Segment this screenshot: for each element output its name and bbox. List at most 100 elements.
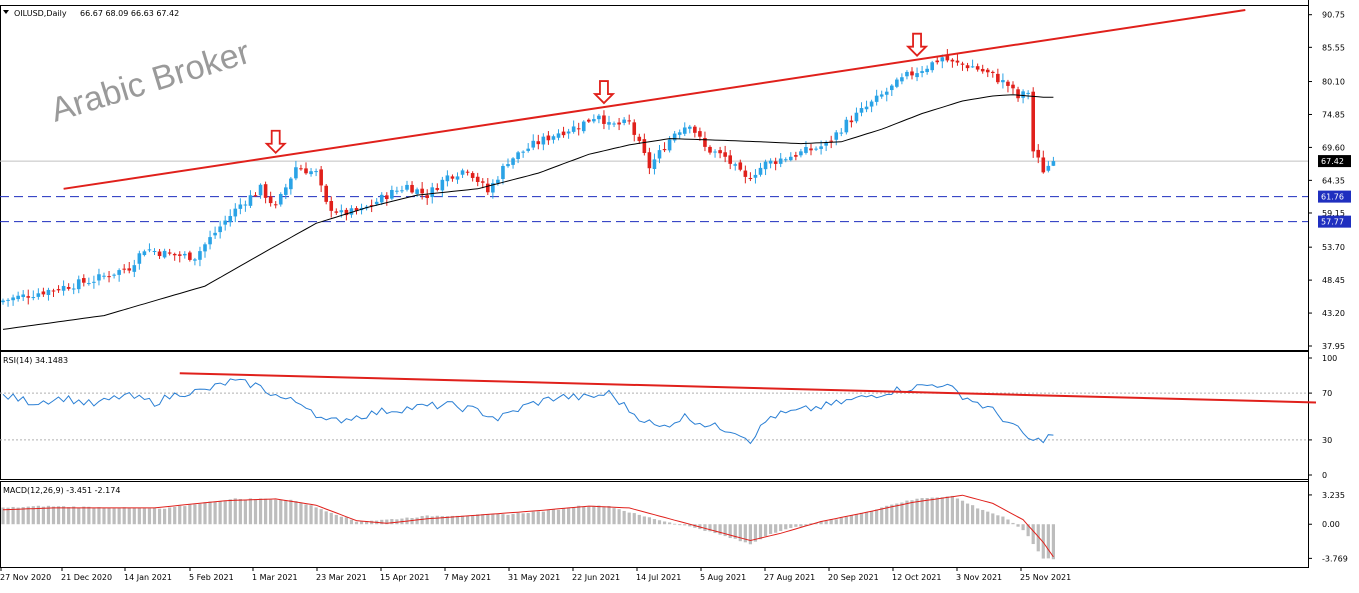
macd-histogram-bar [127, 507, 131, 525]
candle-body [460, 170, 465, 175]
macd-histogram-bar [238, 498, 242, 525]
support-price-tag-2: 57.77 [1321, 218, 1344, 227]
candle-body [581, 121, 586, 132]
macd-histogram-bar [309, 505, 313, 525]
macd-histogram-bar [577, 505, 581, 525]
macd-histogram-bar [723, 524, 727, 537]
macd-histogram-bar [602, 506, 606, 525]
macd-histogram-bar [339, 516, 343, 525]
macd-histogram-bar [193, 504, 197, 525]
macd-histogram-bar [763, 524, 768, 537]
candle-body [238, 204, 243, 209]
candle-body [1026, 92, 1030, 94]
candle-body [708, 146, 712, 153]
rsi-axis-label: 30 [1322, 436, 1332, 445]
candle-body [693, 126, 697, 133]
macd-histogram-bar [264, 498, 268, 525]
macd-histogram-bar [930, 497, 934, 525]
macd-histogram-bar [673, 523, 677, 525]
chevron-down-icon[interactable] [3, 10, 9, 14]
candle-body [632, 122, 637, 135]
macd-histogram-bar [279, 499, 283, 525]
candle-body [339, 210, 344, 213]
macd-histogram-bar [516, 512, 520, 525]
candle-body [1041, 157, 1046, 173]
macd-histogram-bar [243, 499, 247, 525]
macd-histogram-bar [592, 506, 596, 525]
macd-histogram-bar [6, 507, 10, 525]
macd-histogram-bar [945, 496, 949, 525]
macd-histogram-bar [844, 516, 848, 525]
candle-body [102, 275, 106, 277]
macd-histogram-bar [1006, 519, 1010, 525]
candle-body [531, 140, 536, 148]
macd-histogram-bar [541, 511, 545, 525]
macd-histogram-bar [1, 507, 5, 525]
time-axis-label: 14 Jul 2021 [636, 573, 681, 582]
macd-histogram-bar [258, 498, 263, 525]
candle-body [728, 155, 732, 164]
macd-histogram-bar [1036, 524, 1040, 552]
candle-body [258, 184, 263, 196]
watermark-text: Arabic Broker [46, 33, 254, 130]
macd-histogram-bar [425, 515, 429, 525]
macd-histogram-bar [531, 511, 535, 525]
candle-body [228, 216, 233, 223]
candle-body [107, 276, 111, 278]
macd-histogram-bar [183, 506, 187, 525]
macd-histogram-bar [1051, 524, 1055, 560]
macd-histogram-bar [1026, 524, 1030, 537]
candle-body [950, 59, 955, 62]
macd-histogram-bar [536, 511, 540, 525]
macd-histogram-bar [859, 512, 864, 525]
candle-body [541, 136, 546, 145]
macd-histogram-bar [955, 498, 960, 525]
candle-body [496, 179, 500, 184]
candle-body [753, 174, 758, 178]
candle-body [612, 123, 616, 125]
candle-body [491, 183, 495, 193]
candle-body [895, 79, 899, 87]
candle-body [415, 189, 419, 194]
time-axis-label: 31 May 2021 [508, 573, 560, 582]
candle-body [263, 184, 268, 198]
candle-body [137, 253, 142, 264]
macd-histogram-bar [905, 500, 909, 525]
time-axis-label: 3 Nov 2021 [956, 573, 1002, 582]
candle-body [991, 71, 995, 73]
candle-body [203, 244, 207, 252]
candle-body [188, 252, 192, 260]
candle-body [980, 68, 985, 72]
candle-body [960, 63, 965, 65]
time-axis-label: 27 Nov 2020 [0, 573, 51, 582]
time-axis-label: 14 Jan 2021 [124, 573, 172, 582]
macd-histogram-bar [430, 516, 434, 525]
candle-body [425, 195, 429, 199]
macd-histogram-bar [354, 521, 359, 525]
macd-histogram-bar [289, 499, 293, 525]
time-axis-label: 5 Aug 2021 [700, 573, 746, 582]
macd-histogram-bar [56, 506, 61, 525]
candle-body [698, 131, 702, 137]
candle-body [814, 148, 818, 150]
macd-histogram-bar [491, 514, 495, 525]
macd-histogram-bar [738, 524, 742, 542]
candle-body [607, 122, 611, 125]
candle-body [253, 195, 258, 197]
candle-body [819, 146, 823, 149]
candle-body [748, 177, 753, 180]
candle-body [21, 294, 25, 298]
macd-histogram-bar [253, 499, 258, 525]
time-axis-label: 27 Aug 2021 [764, 573, 815, 582]
chart-ohlc-values: 66.67 68.09 66.63 67.42 [80, 9, 179, 18]
down-arrow-icon [264, 129, 287, 154]
candle-body [773, 161, 778, 164]
candle-body [561, 131, 566, 136]
candle-body [682, 127, 687, 134]
candle-body [314, 171, 318, 173]
macd-histogram-bar [117, 508, 121, 525]
macd-histogram-bar [703, 524, 707, 531]
candle-body [450, 176, 455, 179]
candle-body [799, 151, 803, 156]
